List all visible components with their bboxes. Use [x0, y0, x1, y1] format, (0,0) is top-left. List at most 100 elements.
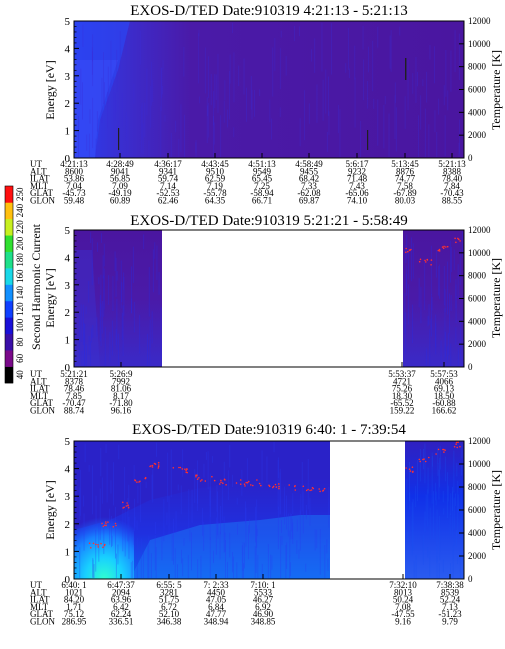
texture-stripe	[437, 447, 439, 464]
texture-stripe	[178, 138, 180, 157]
texture-stripe	[115, 553, 117, 578]
panel-3-ephemeris-table: UT 6:40: 1 6:47:37 6:55: 5 7: 2:33 7:10: 1 7:3…	[30, 580, 464, 627]
texture-stripe	[121, 312, 123, 340]
texture-stripe	[115, 100, 117, 113]
temperature-tick-label: 0	[468, 153, 473, 163]
texture-stripe	[246, 87, 247, 122]
table-cell: 7: 2:33	[203, 580, 229, 590]
texture-stripe	[205, 452, 207, 460]
texture-stripe	[79, 313, 81, 360]
texture-stripe	[212, 456, 213, 463]
texture-stripe	[111, 515, 112, 548]
energy-tick-label: 2	[65, 98, 71, 110]
texture-stripe	[407, 531, 408, 542]
temperature-point	[457, 237, 459, 240]
temperature-point	[224, 479, 226, 481]
table-cell: 8013	[394, 587, 413, 597]
texture-stripe	[241, 469, 243, 496]
temperature-point	[258, 482, 261, 485]
temperature-point	[408, 249, 411, 251]
temperature-point	[158, 464, 160, 466]
table-cell: 336.51	[109, 617, 134, 627]
texture-stripe	[429, 45, 431, 60]
table-cell: -67.89	[393, 188, 417, 198]
texture-stripe	[115, 506, 116, 559]
temperature-point	[309, 489, 311, 492]
temperature-point	[437, 448, 440, 451]
texture-stripe	[440, 340, 442, 366]
temperature-tick-label: 8000	[468, 62, 487, 72]
temperature-point	[181, 468, 184, 470]
temperature-point	[151, 466, 154, 468]
texture-stripe	[455, 493, 456, 507]
colorbar-cell-5	[5, 284, 13, 302]
texture-stripe	[394, 82, 396, 103]
table-cell: 9549	[253, 166, 272, 176]
texture-stripe	[457, 494, 459, 513]
texture-stripe	[389, 35, 391, 69]
texture-stripe	[257, 554, 259, 578]
table-cell: 66.71	[252, 196, 272, 206]
texture-stripe	[170, 132, 172, 157]
texture-stripe	[438, 98, 440, 115]
table-cell: 47.05	[206, 595, 227, 605]
table-cell: 62.24	[111, 609, 132, 619]
table-cell: 166.62	[432, 406, 457, 416]
texture-stripe	[199, 96, 201, 104]
texture-stripe	[459, 249, 461, 286]
texture-stripe	[166, 512, 168, 525]
texture-stripe	[438, 563, 440, 578]
texture-stripe	[412, 73, 414, 94]
texture-stripe	[156, 245, 158, 281]
texture-stripe	[439, 264, 440, 299]
texture-stripe	[180, 104, 182, 152]
temperature-point	[430, 259, 433, 261]
texture-stripe	[328, 111, 330, 135]
energy-tick-label: 1	[65, 126, 71, 138]
texture-stripe	[444, 308, 446, 361]
texture-stripe	[445, 331, 446, 357]
temperature-point	[225, 484, 227, 486]
texture-stripe	[99, 294, 101, 342]
table-row-label: MLT	[30, 391, 49, 401]
texture-stripe	[102, 255, 104, 279]
texture-stripe	[132, 246, 134, 283]
texture-stripe	[100, 447, 102, 477]
temperature-tick-label: 10000	[468, 39, 491, 49]
texture-stripe	[458, 33, 460, 80]
texture-stripe	[418, 278, 420, 308]
panel-1-title: EXOS-D/TED Date:910319 4:21:13 - 5:21:13	[130, 3, 407, 19]
texture-stripe	[420, 287, 422, 324]
texture-stripe	[163, 499, 165, 542]
texture-stripe	[121, 282, 123, 302]
table-row-label: GLON	[30, 406, 55, 416]
texture-stripe	[206, 97, 208, 143]
temperature-point	[411, 466, 414, 469]
temperature-point	[144, 477, 147, 480]
texture-stripe	[223, 100, 225, 123]
temperature-tick-label: 6000	[468, 505, 487, 515]
table-cell: 1021	[65, 587, 83, 597]
table-cell: 18.30	[392, 391, 413, 401]
texture-stripe	[245, 507, 247, 547]
panel-3-title: EXOS-D/TED Date:910319 6:40: 1 - 7:39:54	[132, 422, 406, 438]
texture-stripe	[197, 559, 199, 578]
table-row-label: GLAT	[30, 398, 53, 408]
texture-stripe	[453, 538, 455, 546]
texture-stripe	[405, 265, 407, 289]
temperature-point	[425, 261, 427, 263]
texture-stripe	[321, 22, 323, 72]
texture-stripe	[296, 519, 298, 532]
table-cell: 6.92	[255, 602, 271, 612]
table-cell: 51.75	[159, 595, 180, 605]
texture-stripe	[459, 119, 460, 154]
texture-stripe	[308, 103, 310, 124]
temperature-tick-label: 6000	[468, 294, 487, 304]
texture-stripe	[409, 462, 410, 501]
colorbar-cell-1	[5, 350, 13, 367]
texture-stripe	[107, 66, 109, 104]
temperature-point	[310, 489, 313, 491]
table-cell: 7:32:10	[389, 580, 417, 590]
table-cell: 7.09	[112, 181, 128, 191]
texture-stripe	[189, 529, 191, 542]
